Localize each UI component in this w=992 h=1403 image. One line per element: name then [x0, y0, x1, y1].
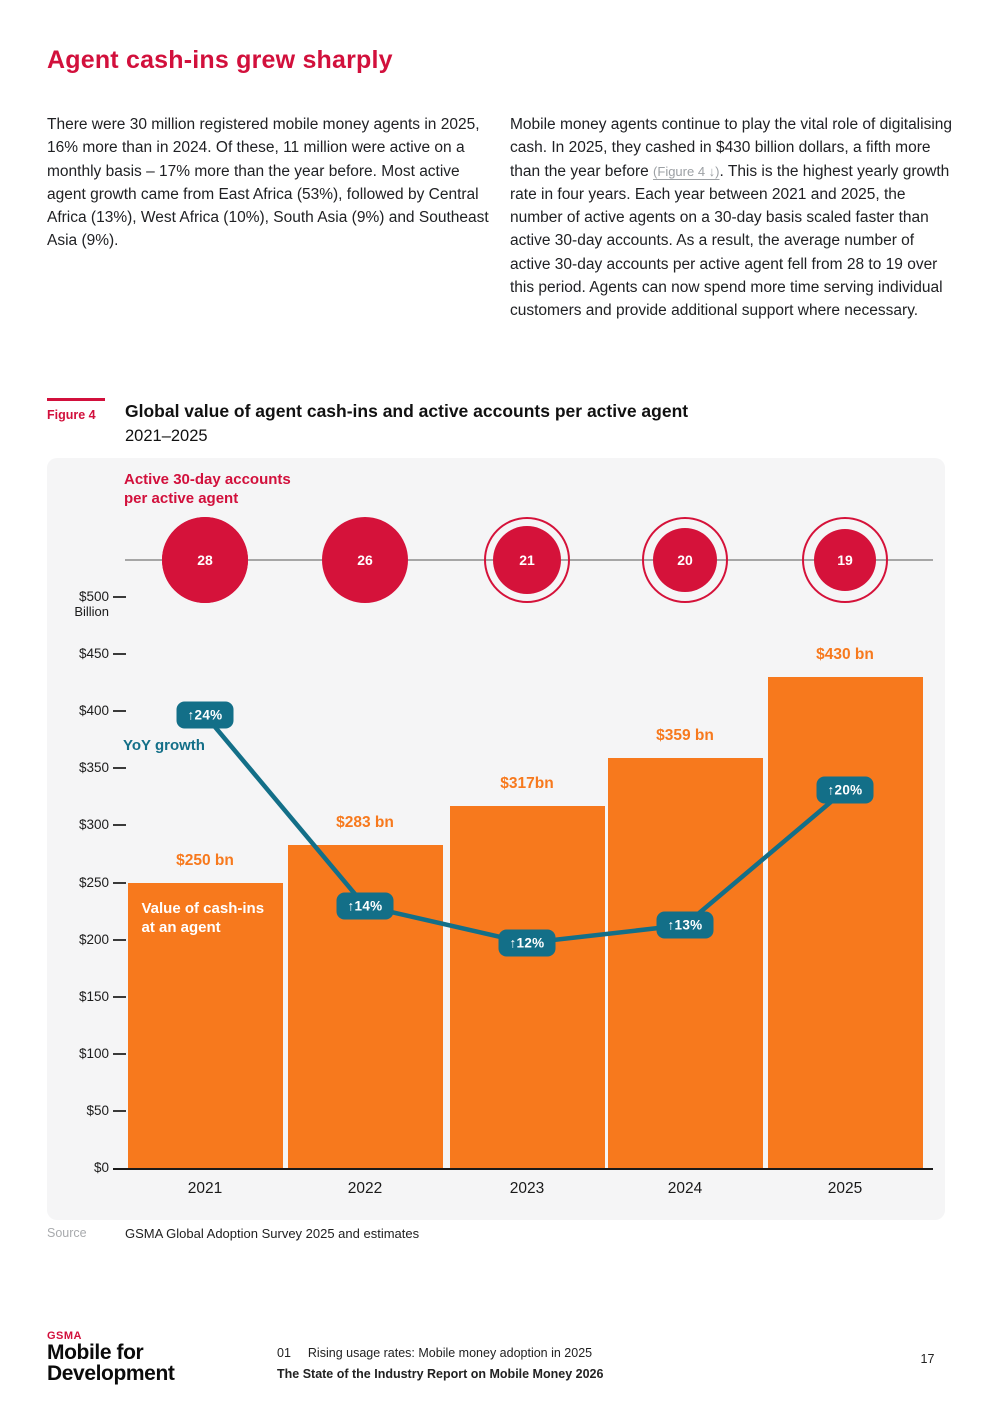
source-label: Source — [47, 1226, 87, 1240]
y-tick-label: $100 — [78, 1045, 109, 1061]
intro-paragraph-right: Mobile money agents continue to play the… — [510, 113, 955, 323]
page-title: Agent cash-ins grew sharply — [47, 46, 393, 74]
y-tick-label: $150 — [78, 988, 109, 1004]
accounts-circle: 26 — [323, 518, 407, 602]
x-axis-year-label: 2025 — [827, 1180, 863, 1197]
accounts-circle-ring — [642, 517, 728, 603]
y-tick-mark — [113, 710, 126, 713]
bar-value-label: $359 bn — [656, 727, 714, 745]
bar — [607, 758, 763, 1168]
accounts-circle-ring — [484, 517, 570, 603]
figure-subtitle: 2021–2025 — [125, 427, 208, 445]
y-tick-label: $450 — [78, 646, 109, 662]
y-tick-mark — [113, 1052, 126, 1055]
gsma-logo: GSMA Mobile for Development — [47, 1330, 175, 1385]
y-tick-label: $250 — [78, 874, 109, 890]
logo-line1: Mobile for — [47, 1341, 144, 1364]
bar-value-label: $283 bn — [336, 813, 394, 831]
figure-title: Global value of agent cash-ins and activ… — [125, 401, 689, 421]
logo-line2: Development — [47, 1362, 175, 1385]
intro-right-text-before: Mobile money agents continue to play the… — [510, 116, 953, 180]
yoy-series-label: YoY growth — [123, 737, 205, 754]
x-axis-year-label: 2023 — [509, 1180, 545, 1197]
chart-panel: Active 30-day accounts per active agent … — [47, 458, 945, 1220]
gsma-wordmark: GSMA — [47, 1330, 82, 1342]
yoy-growth-badge: ↑13% — [656, 911, 714, 939]
y-tick-label: $0 — [93, 1160, 109, 1175]
bar: Value of cash-ins at an agent — [127, 882, 283, 1168]
accounts-circle: 19 — [814, 529, 876, 591]
bar-value-label: $250 bn — [176, 851, 234, 869]
bar — [449, 805, 605, 1168]
x-axis-year-label: 2022 — [347, 1180, 383, 1197]
bar-series-label: Value of cash-ins at an agent — [141, 899, 265, 936]
accounts-series-label: Active 30-day accounts per active agent — [124, 471, 291, 508]
footer-center: 01 Rising usage rates: Mobile money adop… — [277, 1346, 603, 1381]
yoy-growth-badge: ↑24% — [176, 701, 234, 729]
footer-section-number: 01 — [277, 1346, 291, 1360]
y-tick-mark — [113, 596, 126, 598]
footer-report-title: The State of the Industry Report on Mobi… — [277, 1367, 604, 1381]
accounts-circle: 28 — [162, 517, 248, 603]
bar-value-label: $430 bn — [816, 645, 874, 663]
y-tick-mark — [113, 995, 126, 998]
figure-4-link[interactable]: (Figure 4 ↓) — [653, 163, 720, 179]
y-tick-mark — [113, 1109, 126, 1112]
footer-chapter-title: Rising usage rates: Mobile money adoptio… — [307, 1346, 593, 1360]
y-tick-label: $500 Billion — [59, 589, 109, 619]
y-tick-label: $200 — [78, 931, 109, 947]
accounts-series-label-line2: per active agent — [124, 489, 239, 507]
y-tick-label: $400 — [78, 703, 109, 719]
yoy-growth-badge: ↑20% — [816, 776, 874, 804]
intro-right-text-after: . This is the highest yearly growth rate… — [510, 162, 950, 320]
bar-value-label: $317bn — [500, 774, 554, 792]
yoy-growth-badge: ↑14% — [336, 892, 394, 920]
y-tick-label: $300 — [78, 817, 109, 833]
accounts-series-label-line1: Active 30-day accounts — [124, 471, 291, 488]
accounts-circle: 20 — [653, 528, 717, 592]
accounts-circle: 21 — [493, 526, 561, 594]
y-tick-mark — [113, 653, 126, 656]
footer-chapter-line: 01 Rising usage rates: Mobile money adop… — [277, 1346, 603, 1360]
bar — [767, 676, 923, 1168]
page-number: 17 — [920, 1352, 935, 1366]
x-axis-year-label: 2024 — [667, 1180, 703, 1197]
y-tick-mark — [113, 824, 126, 827]
source-text: GSMA Global Adoption Survey 2025 and est… — [125, 1226, 420, 1241]
x-axis-year-label: 2021 — [187, 1180, 223, 1197]
y-tick-mark — [113, 881, 126, 884]
yoy-growth-badge: ↑12% — [498, 929, 556, 957]
accounts-circle-ring — [802, 517, 888, 603]
y-tick-label: $50 — [86, 1102, 109, 1118]
y-tick-mark — [113, 938, 126, 941]
x-axis-line — [113, 1168, 933, 1170]
y-tick-mark — [113, 767, 126, 770]
figure-label: Figure 4 — [47, 398, 105, 422]
y-axis-unit: Billion — [74, 604, 109, 619]
intro-paragraph-left: There were 30 million registered mobile … — [47, 116, 489, 250]
y-tick-label: $350 — [78, 760, 109, 776]
